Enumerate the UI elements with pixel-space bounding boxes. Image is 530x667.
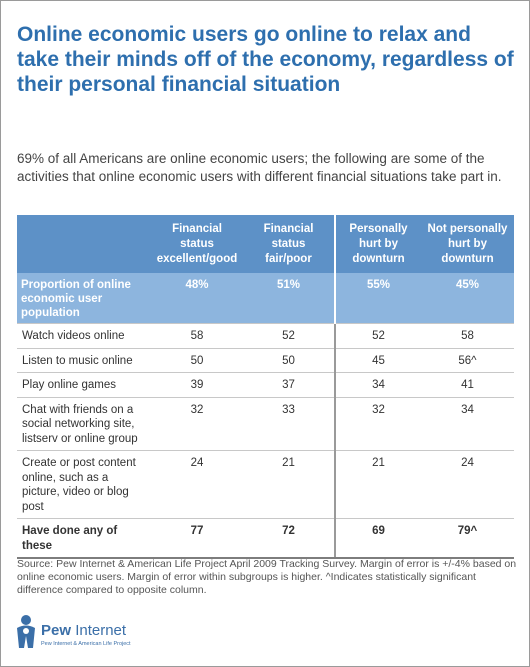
row-label: Listen to music online bbox=[17, 348, 151, 373]
logo-name-bold: Pew bbox=[41, 622, 72, 639]
row-label: Chat with friends on a social networking… bbox=[17, 397, 151, 451]
table-row: Chat with friends on a social networking… bbox=[17, 397, 514, 451]
table-cell: 48% bbox=[151, 273, 243, 324]
table-cell: 34 bbox=[421, 397, 514, 451]
table-row-total: Have done any of these 77 72 69 79^ bbox=[17, 518, 514, 559]
table-cell: 45 bbox=[334, 348, 421, 373]
table-row: Play online games 39 37 34 41 bbox=[17, 372, 514, 398]
table-cell: 24 bbox=[421, 450, 514, 519]
table-cell: 41 bbox=[421, 372, 514, 398]
logo-tagline: Pew Internet & American Life Project bbox=[41, 641, 131, 647]
table-cell: 50 bbox=[151, 348, 243, 373]
table-cell: 69 bbox=[334, 518, 421, 559]
table-cell: 58 bbox=[421, 323, 514, 349]
data-table: Financial status excellent/good Financia… bbox=[17, 215, 514, 559]
row-label: Play online games bbox=[17, 372, 151, 398]
pew-logo: Pew Internet Pew Internet & American Lif… bbox=[14, 612, 144, 652]
table-cell: 52 bbox=[334, 323, 421, 349]
table-cell: 72 bbox=[243, 518, 335, 559]
table-cell: 32 bbox=[334, 397, 421, 451]
table-cell: 58 bbox=[151, 323, 243, 349]
row-label: Create or post content online, such as a… bbox=[17, 450, 151, 519]
row-label: Have done any of these bbox=[17, 518, 151, 559]
table-cell: 21 bbox=[243, 450, 335, 519]
table-cell: 50 bbox=[243, 348, 335, 373]
column-header: Personally hurt by downturn bbox=[334, 215, 421, 273]
pew-person-icon bbox=[17, 615, 35, 648]
table-cell: 77 bbox=[151, 518, 243, 559]
table-cell: 56^ bbox=[421, 348, 514, 373]
table-header-row: Financial status excellent/good Financia… bbox=[17, 215, 514, 273]
column-header: Financial status fair/poor bbox=[243, 215, 335, 273]
header-blank bbox=[17, 215, 151, 273]
table-row: Proportion of online economic user popul… bbox=[17, 273, 514, 324]
row-label: Proportion of online economic user popul… bbox=[17, 273, 151, 324]
table-cell: 51% bbox=[243, 273, 335, 324]
table-cell: 55% bbox=[334, 273, 421, 324]
column-header: Not personally hurt by downturn bbox=[421, 215, 514, 273]
logo-name-light: Internet bbox=[75, 622, 127, 639]
table-cell: 37 bbox=[243, 372, 335, 398]
table-row: Watch videos online 58 52 52 58 bbox=[17, 323, 514, 349]
logo-wordmark: Pew Internet bbox=[41, 622, 126, 639]
row-label: Watch videos online bbox=[17, 323, 151, 349]
table-cell: 79^ bbox=[421, 518, 514, 559]
table-row: Create or post content online, such as a… bbox=[17, 450, 514, 519]
chart-title: Online economic users go online to relax… bbox=[17, 23, 514, 96]
table-cell: 21 bbox=[334, 450, 421, 519]
table-cell: 45% bbox=[421, 273, 514, 324]
table-row: Listen to music online 50 50 45 56^ bbox=[17, 348, 514, 373]
table-cell: 24 bbox=[151, 450, 243, 519]
column-header: Financial status excellent/good bbox=[151, 215, 243, 273]
table-cell: 32 bbox=[151, 397, 243, 451]
source-note: Source: Pew Internet & American Life Pro… bbox=[17, 558, 517, 596]
chart-subtitle: 69% of all Americans are online economic… bbox=[17, 151, 502, 184]
table-cell: 52 bbox=[243, 323, 335, 349]
table-cell: 34 bbox=[334, 372, 421, 398]
table-cell: 33 bbox=[243, 397, 335, 451]
table-cell: 39 bbox=[151, 372, 243, 398]
